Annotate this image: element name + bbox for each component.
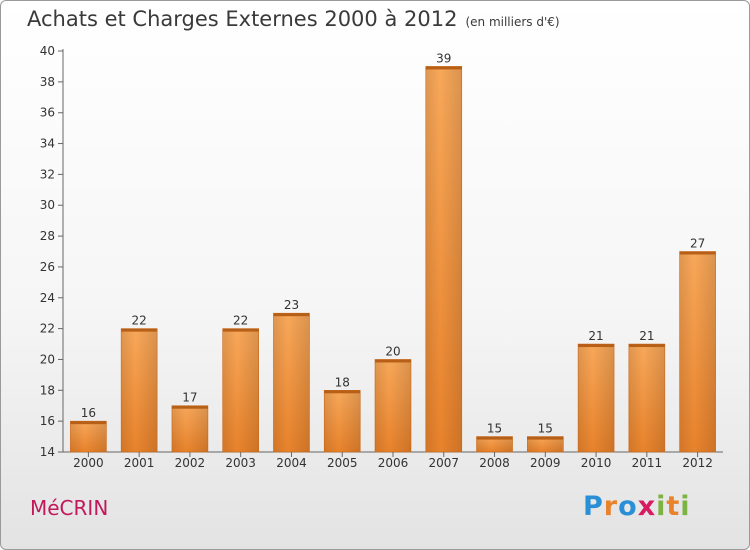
bar-shade bbox=[324, 390, 361, 452]
bar-top-edge bbox=[679, 251, 716, 255]
x-tick-label: 2003 bbox=[225, 456, 256, 470]
x-tick-label: 2011 bbox=[632, 456, 663, 470]
y-tick-label: 28 bbox=[40, 229, 55, 243]
bar-top-edge bbox=[222, 328, 259, 332]
bar-shade bbox=[628, 344, 665, 452]
bar-top-edge bbox=[628, 344, 665, 348]
chart-title: Achats et Charges Externes 2000 à 2012 (e… bbox=[27, 7, 560, 31]
y-tick-label: 22 bbox=[40, 322, 55, 336]
y-tick-label: 14 bbox=[40, 445, 55, 459]
bar-top-edge bbox=[578, 344, 615, 348]
bar-shade bbox=[425, 66, 462, 452]
data-label: 20 bbox=[385, 344, 400, 358]
y-tick-label: 34 bbox=[40, 137, 55, 151]
bar-shade bbox=[121, 328, 158, 452]
bar-shade bbox=[679, 251, 716, 452]
x-tick-label: 2002 bbox=[175, 456, 206, 470]
y-tick-label: 40 bbox=[40, 44, 55, 58]
data-label: 17 bbox=[182, 391, 197, 405]
data-label: 21 bbox=[639, 329, 654, 343]
bar-top-edge bbox=[476, 436, 513, 440]
x-tick-label: 2008 bbox=[479, 456, 510, 470]
bar-top-edge bbox=[425, 66, 462, 70]
y-tick-label: 18 bbox=[40, 383, 55, 397]
y-tick-label: 30 bbox=[40, 198, 55, 212]
bar-top-edge bbox=[121, 328, 158, 332]
bar-top-edge bbox=[375, 359, 411, 363]
bar-shade bbox=[171, 405, 208, 452]
data-label: 22 bbox=[132, 314, 147, 328]
x-tick-label: 2012 bbox=[682, 456, 713, 470]
data-label: 15 bbox=[538, 422, 553, 436]
bar-shade bbox=[273, 313, 310, 452]
bar-top-edge bbox=[171, 405, 208, 409]
chart-title-text: Achats et Charges Externes 2000 à 2012 bbox=[27, 7, 458, 31]
bar-shade bbox=[375, 359, 411, 452]
data-label: 15 bbox=[487, 422, 502, 436]
x-tick-label: 2001 bbox=[124, 456, 155, 470]
data-label: 27 bbox=[690, 237, 705, 251]
y-tick-label: 32 bbox=[40, 167, 55, 181]
y-tick-label: 16 bbox=[40, 414, 55, 428]
bar-top-edge bbox=[527, 436, 564, 440]
bar-shade bbox=[527, 436, 564, 452]
logo-letter: i bbox=[680, 491, 691, 522]
chart-subtitle: (en milliers d'€) bbox=[465, 15, 560, 29]
data-label: 16 bbox=[81, 406, 96, 420]
data-label: 21 bbox=[588, 329, 603, 343]
bar-shade bbox=[476, 436, 513, 452]
x-tick-label: 2004 bbox=[276, 456, 307, 470]
x-tick-label: 2007 bbox=[428, 456, 459, 470]
y-tick-label: 20 bbox=[40, 352, 55, 366]
x-tick-label: 2005 bbox=[327, 456, 358, 470]
bar-top-edge bbox=[273, 313, 310, 317]
logo-letter: r bbox=[603, 491, 619, 522]
y-tick-label: 36 bbox=[40, 106, 55, 120]
x-tick-label: 2010 bbox=[581, 456, 612, 470]
logo-letter: t bbox=[666, 491, 681, 522]
bar-shade bbox=[70, 421, 107, 452]
x-tick-label: 2006 bbox=[378, 456, 409, 470]
y-tick-label: 38 bbox=[40, 75, 55, 89]
bar-shade bbox=[222, 328, 259, 452]
bar-top-edge bbox=[324, 390, 361, 394]
data-label: 22 bbox=[233, 314, 248, 328]
logo-letter: P bbox=[583, 491, 604, 522]
logo-letter: x bbox=[637, 491, 657, 522]
x-tick-label: 2000 bbox=[73, 456, 104, 470]
y-tick-label: 24 bbox=[40, 291, 55, 305]
proxiti-logo[interactable]: Proxiti bbox=[583, 491, 691, 522]
data-label: 23 bbox=[284, 298, 299, 312]
bar-top-edge bbox=[70, 421, 107, 425]
bar-shade bbox=[578, 344, 615, 452]
y-tick-label: 26 bbox=[40, 260, 55, 274]
data-label: 18 bbox=[335, 375, 350, 389]
commune-name: MéCRIN bbox=[30, 496, 109, 520]
data-label: 39 bbox=[436, 51, 451, 65]
logo-letter: o bbox=[618, 491, 638, 522]
logo-letter: i bbox=[656, 491, 667, 522]
x-tick-label: 2009 bbox=[530, 456, 561, 470]
